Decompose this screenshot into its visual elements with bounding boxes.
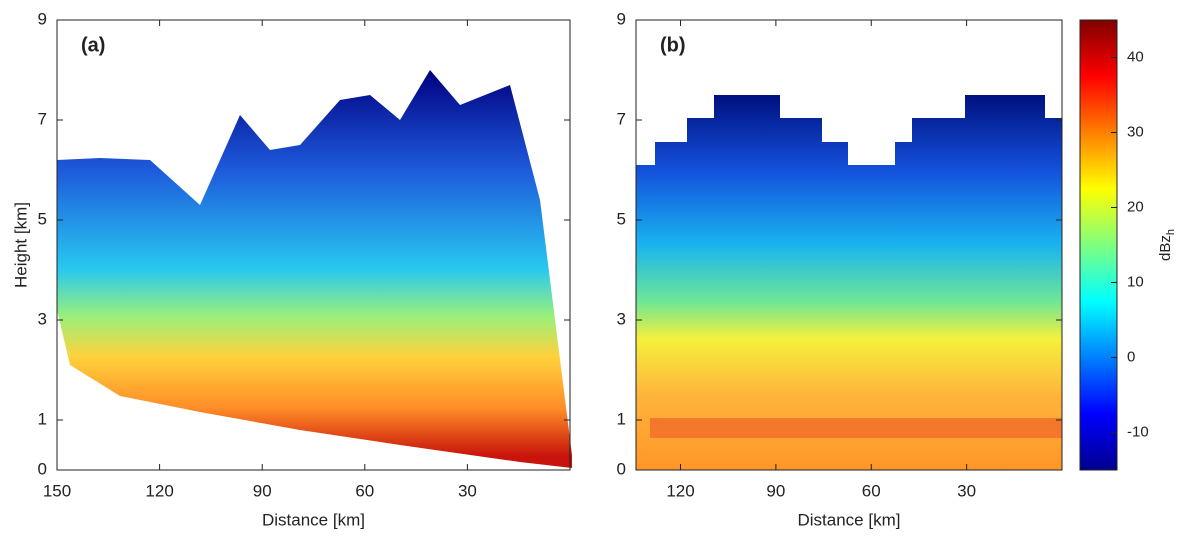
colorbar-label: dBzh: [1157, 229, 1177, 261]
colorbar-tick-label: 10: [1127, 273, 1144, 290]
panel-label: (b): [660, 34, 686, 56]
colorbar-tick-label: -10: [1127, 423, 1149, 440]
x-axis-label: Distance [km]: [798, 510, 901, 529]
y-tick-label: 0: [617, 459, 626, 478]
y-tick-label: 5: [617, 209, 626, 228]
reflectivity-field: [57, 70, 572, 468]
y-tick-label: 7: [38, 109, 47, 128]
y-tick-label: 1: [617, 409, 626, 428]
colorbar-label-text: dBz: [1157, 235, 1174, 261]
x-tick-label: 30: [458, 481, 477, 500]
x-tick-label: 150: [43, 481, 71, 500]
plot-frame: [56, 19, 571, 471]
colorbar: [1079, 19, 1118, 471]
x-tick-label: 120: [145, 481, 173, 500]
reflectivity-field: [636, 95, 1062, 470]
y-tick-label: 3: [38, 309, 47, 328]
x-tick-label: 30: [957, 481, 976, 500]
colorbar-label-sub: h: [1165, 229, 1177, 235]
y-tick-label: 9: [617, 9, 626, 28]
plot-frame: [635, 19, 1063, 471]
x-tick-label: 120: [666, 481, 694, 500]
colorbar-tick-label: 30: [1127, 123, 1144, 140]
x-tick-label: 90: [766, 481, 785, 500]
y-tick-label: 5: [38, 209, 47, 228]
x-tick-label: 60: [355, 481, 374, 500]
x-axis-label: Distance [km]: [262, 510, 365, 529]
reflectivity-band: [650, 418, 1062, 438]
y-tick-label: 3: [617, 309, 626, 328]
y-tick-label: 0: [38, 459, 47, 478]
panel-label: (a): [81, 34, 105, 56]
colorbar-tick-label: 40: [1127, 48, 1144, 65]
colorbar-tick-label: 20: [1127, 198, 1144, 215]
y-tick-label: 1: [38, 409, 47, 428]
y-tick-label: 9: [38, 9, 47, 28]
x-tick-label: 90: [253, 481, 272, 500]
colorbar-tick-label: 0: [1127, 348, 1135, 365]
y-axis-label: Height [km]: [11, 202, 30, 288]
y-tick-label: 7: [617, 109, 626, 128]
x-tick-label: 60: [862, 481, 881, 500]
